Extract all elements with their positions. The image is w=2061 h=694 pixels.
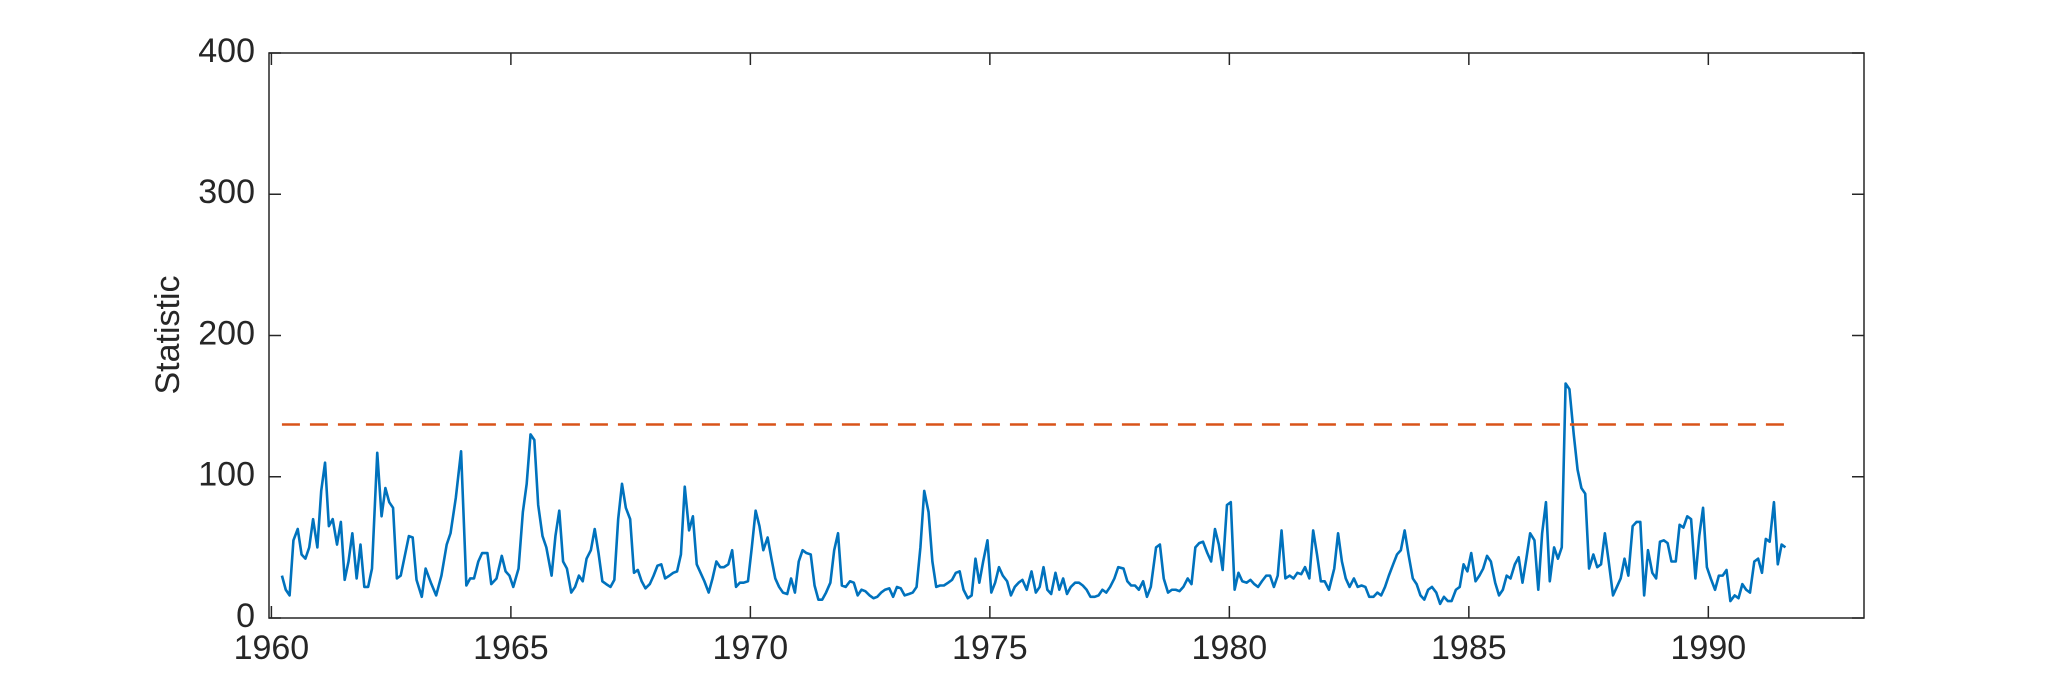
y-tick-label: 400 [198, 32, 255, 70]
y-tick-label: 200 [198, 314, 255, 352]
y-axis-label: Statistic [149, 275, 187, 394]
axes-box [268, 52, 1865, 619]
x-tick-label: 1970 [713, 629, 789, 667]
data-line [280, 382, 1787, 606]
x-tick-label: 1990 [1671, 629, 1747, 667]
x-tick-label: 1975 [952, 629, 1028, 667]
x-tick-label: 1965 [473, 629, 549, 667]
y-tick-label: 100 [198, 456, 255, 494]
x-tick-label: 1960 [234, 629, 310, 667]
x-tick-label: 1980 [1192, 629, 1268, 667]
y-tick-label: 300 [198, 173, 255, 211]
y-tick-label: 0 [236, 597, 255, 635]
x-tick-label: 1985 [1431, 629, 1507, 667]
